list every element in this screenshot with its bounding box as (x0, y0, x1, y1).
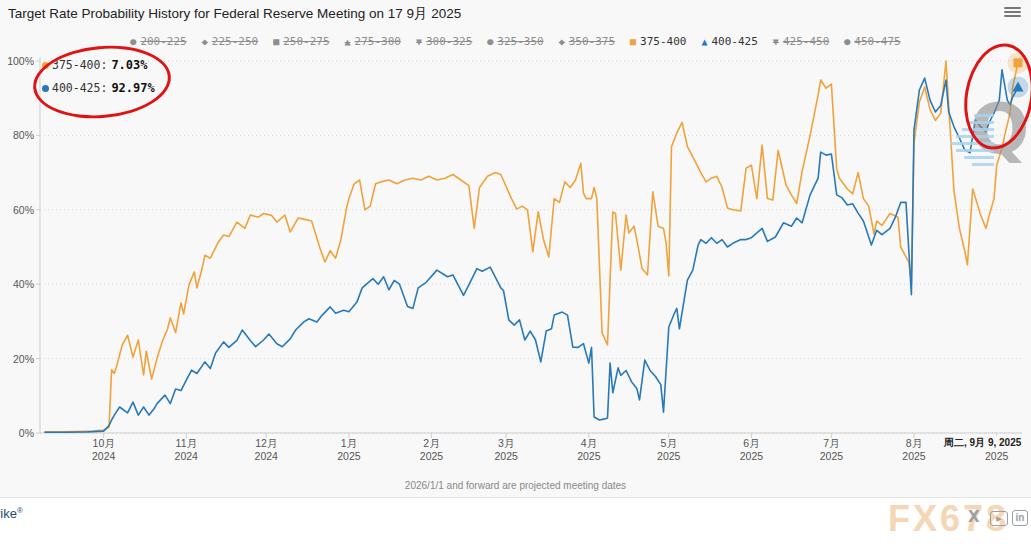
x-tick-label: 4月2025 (561, 437, 617, 463)
hover-date-label: 周二, 9月 9, 2025 (942, 436, 1023, 450)
tooltip-label: 400-425: (52, 81, 107, 95)
tooltip-value: 7.03% (111, 58, 147, 72)
x-tick-label: 5月2025 (641, 437, 697, 463)
tooltip-label: 375-400: (52, 58, 107, 72)
y-tick-label: 20% (0, 353, 34, 365)
x-tick-label: 2月2025 (404, 437, 460, 463)
x-tick-label: 8月2025 (886, 437, 942, 463)
linkedin-icon[interactable]: in (1012, 510, 1028, 526)
video-icon[interactable]: ▶ (990, 511, 1008, 526)
quikstrike-partial-text: rike® (0, 506, 23, 521)
series-line-400-425 (45, 70, 1018, 432)
projected-dates-note: 2026/1/1 and forward are projected meeti… (0, 480, 1031, 491)
end-marker-square-375-400 (1014, 58, 1023, 67)
x-tick-label: 7月2025 (803, 437, 859, 463)
y-tick-label: 0% (0, 427, 34, 439)
y-tick-label: 40% (0, 278, 34, 290)
blue-series-dot (42, 85, 49, 92)
orange-series-dot (42, 62, 49, 69)
fedwatch-probability-page: Target Rate Probability History for Fede… (0, 0, 1031, 544)
tooltip-value: 92.97% (111, 81, 154, 95)
x-tick-label: 1月2025 (321, 437, 377, 463)
x-tick-label: 6月2025 (723, 437, 779, 463)
y-tick-label: 80% (0, 129, 34, 141)
y-tick-label: 60% (0, 204, 34, 216)
chart-card: Target Rate Probability History for Fede… (0, 0, 1031, 498)
series-tooltip: 375-400: 7.03% 400-425: 92.97% (42, 57, 155, 103)
bottom-strip: rike® FX678 X ▶ in (0, 498, 1031, 544)
y-tick-label: 100% (0, 55, 34, 67)
tooltip-row: 400-425: 92.97% (42, 80, 155, 96)
x-tick-label: 12月2024 (238, 437, 294, 463)
x-tick-label: 3月2025 (478, 437, 534, 463)
x-tick-label: 10月2024 (76, 437, 132, 463)
tooltip-row: 375-400: 7.03% (42, 57, 155, 73)
series-line-375-400 (45, 61, 1018, 432)
x-icon[interactable]: X (968, 508, 980, 526)
x-tick-label: 11月2024 (158, 437, 214, 463)
